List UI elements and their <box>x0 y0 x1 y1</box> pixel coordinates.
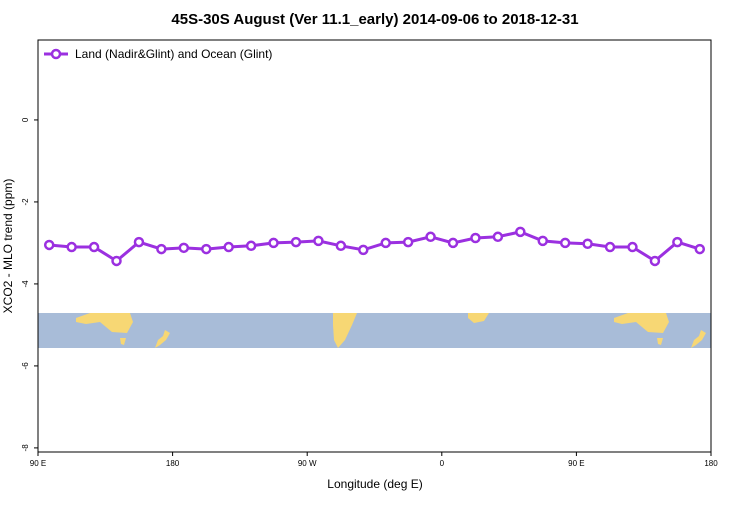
data-point <box>335 240 347 252</box>
data-point <box>380 237 391 249</box>
data-point <box>425 231 436 243</box>
data-point <box>537 235 548 247</box>
data-point <box>156 243 167 255</box>
data-point <box>66 241 77 253</box>
x-tick-label: 90 E <box>568 459 584 468</box>
data-point <box>268 237 279 249</box>
data-point <box>492 231 504 243</box>
data-point <box>559 237 571 249</box>
legend-marker <box>50 48 62 60</box>
x-tick-label: 180 <box>166 459 180 468</box>
data-point <box>649 255 661 267</box>
data-point <box>672 236 683 248</box>
data-point <box>88 241 100 253</box>
data-point <box>604 241 616 253</box>
data-point <box>133 236 145 248</box>
data-point <box>627 241 638 253</box>
data-point <box>178 242 190 254</box>
data-point <box>582 238 593 249</box>
y-axis-label: XCO2 - MLO trend (ppm) <box>1 179 15 314</box>
x-tick-label: 0 <box>440 459 445 468</box>
data-point <box>223 241 234 253</box>
data-point <box>470 232 481 244</box>
data-point <box>245 240 257 252</box>
data-point <box>358 244 369 256</box>
data-point <box>515 226 526 238</box>
data-point <box>111 255 122 267</box>
y-tick-label: -8 <box>21 444 30 452</box>
y-tick-label: -4 <box>21 280 30 288</box>
data-point <box>694 243 706 255</box>
data-point <box>313 235 324 247</box>
data-point <box>201 243 212 255</box>
x-tick-label: 90 W <box>298 459 317 468</box>
data-point <box>402 236 414 248</box>
data-point <box>447 237 459 249</box>
x-tick-label: 90 E <box>30 459 46 468</box>
y-tick-label: 0 <box>21 117 30 122</box>
data-point <box>43 239 55 251</box>
data-point <box>290 236 302 248</box>
data-line <box>49 230 701 263</box>
plot-frame <box>37 39 712 453</box>
y-tick-label: -2 <box>21 198 30 206</box>
chart-title: 45S-30S August (Ver 11.1_early) 2014-09-… <box>171 11 578 28</box>
x-tick-label: 180 <box>704 459 718 468</box>
legend-label: Land (Nadir&Glint) and Ocean (Glint) <box>75 47 272 61</box>
y-tick-label: -6 <box>21 362 30 370</box>
map-strip <box>38 313 711 348</box>
x-axis-label: Longitude (deg E) <box>327 477 422 491</box>
